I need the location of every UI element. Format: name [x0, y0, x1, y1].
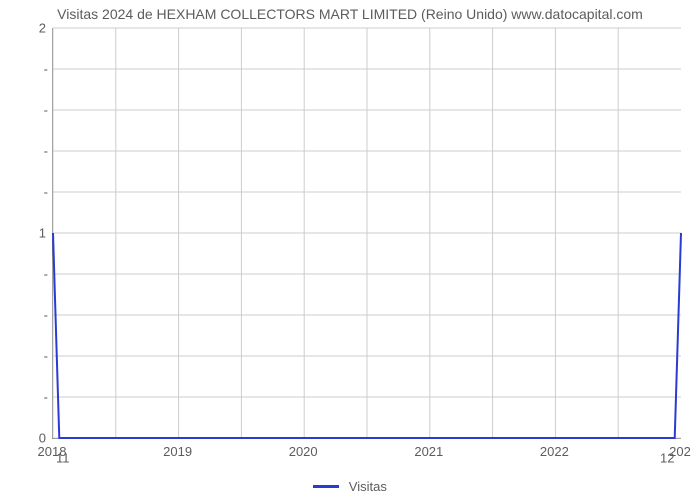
- y-minor-tick: -: [40, 267, 48, 282]
- y-minor-tick: -: [40, 103, 48, 118]
- chart-title: Visitas 2024 de HEXHAM COLLECTORS MART L…: [0, 6, 700, 22]
- y-minor-tick: -: [40, 185, 48, 200]
- y-tick-label: 1: [22, 226, 46, 241]
- y-minor-tick: -: [40, 308, 48, 323]
- legend-label: Visitas: [349, 479, 387, 494]
- x-tick-label: 2019: [163, 444, 192, 459]
- plot-area: [52, 28, 681, 439]
- plot-svg: [53, 28, 681, 438]
- end-label-left: 11: [56, 451, 70, 466]
- y-minor-tick: -: [40, 144, 48, 159]
- y-minor-tick: -: [40, 390, 48, 405]
- x-tick-label: 2020: [289, 444, 318, 459]
- x-tick-label: 2021: [414, 444, 443, 459]
- end-label-right: 12: [660, 451, 674, 466]
- y-minor-tick: -: [40, 349, 48, 364]
- y-tick-label: 2: [22, 21, 46, 36]
- y-minor-tick: -: [40, 62, 48, 77]
- x-tick-label: 2022: [540, 444, 569, 459]
- legend: Visitas: [0, 478, 700, 494]
- legend-swatch: [313, 485, 339, 488]
- chart-container: Visitas 2024 de HEXHAM COLLECTORS MART L…: [0, 0, 700, 500]
